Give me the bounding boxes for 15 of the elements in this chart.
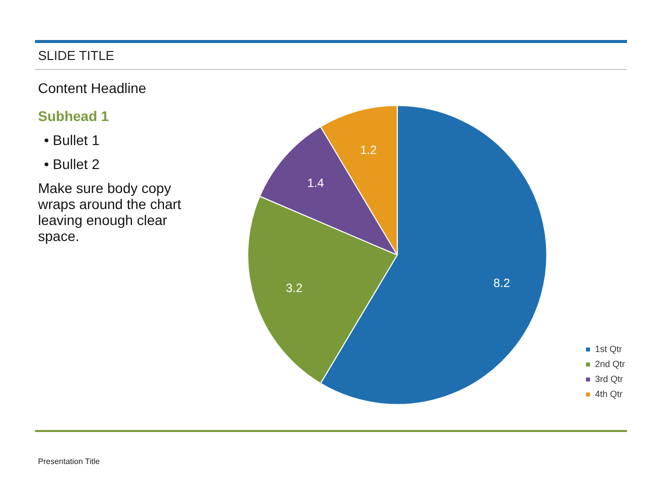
text: • Bullet 2	[44, 156, 100, 172]
text: • Bullet 1	[44, 132, 100, 148]
legend-label: 4th Qtr	[594, 388, 622, 399]
legend-label: 2nd Qtr	[594, 358, 626, 369]
text: Make sure body copy wraps around the chart leaving enough clear space.	[38, 180, 182, 244]
legend-label: 3rd Qtr	[594, 374, 623, 384]
text: Subhead 1	[38, 108, 110, 124]
data-label: 1.2	[360, 142, 378, 157]
data-label: 3.2	[286, 280, 303, 295]
data-label: 8.2	[493, 276, 510, 290]
legend-label: 1st Qtr	[594, 344, 622, 354]
text: Presentation Title	[38, 457, 100, 466]
data-label: 1.4	[307, 176, 324, 190]
text: Content Headline	[38, 80, 146, 96]
text: SLIDE TITLE	[38, 48, 114, 63]
